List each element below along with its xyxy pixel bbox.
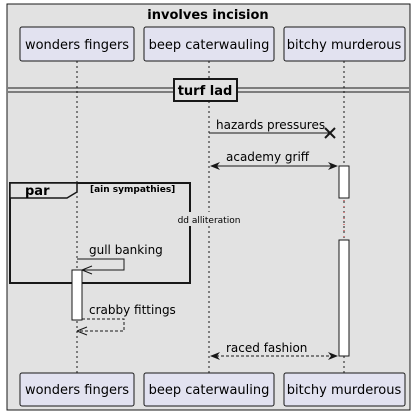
par-fragment: par [ain sympathies] [9,182,191,284]
fragment-operator: par [25,184,50,199]
message-crabby-fittings: crabby fittings [76,303,176,336]
delay-note: dd alliteration [178,216,241,226]
participant-label: beep caterwauling [149,383,270,398]
message-label: gull banking [89,243,163,257]
participant-bottom-bitchy-murderous: bitchy murderous [283,372,406,407]
diagram-title: involves incision [147,8,268,23]
participant-bottom-wonders-fingers: wonders fingers [19,372,135,407]
participant-top-wonders-fingers: wonders fingers [19,26,135,62]
participant-label: wonders fingers [25,38,129,53]
message-gull-banking: gull banking [77,243,163,275]
activation-bar [71,269,83,321]
participant-bottom-beep-caterwauling: beep caterwauling [143,372,275,407]
message-hazards-pressures: hazards pressures [209,118,336,139]
activation-bar [338,239,350,357]
message-label: hazards pressures [216,118,325,132]
activation-bar [338,165,350,199]
message-label: raced fashion [226,341,307,355]
fragment-guard: [ain sympathies] [90,185,175,195]
divider-label: turf lad [178,84,233,99]
divider: turf lad [8,78,409,102]
message-label: academy griff [226,150,310,164]
message-academy-griff: academy griff [210,150,338,170]
participant-top-bitchy-murderous: bitchy murderous [283,26,406,62]
message-raced-fashion: raced fashion [210,341,338,360]
participant-label: bitchy murderous [287,38,402,53]
message-label: crabby fittings [89,303,176,317]
participant-label: bitchy murderous [287,383,402,398]
participant-label: wonders fingers [25,383,129,398]
participant-top-beep-caterwauling: beep caterwauling [143,26,275,62]
participant-label: beep caterwauling [149,38,270,53]
